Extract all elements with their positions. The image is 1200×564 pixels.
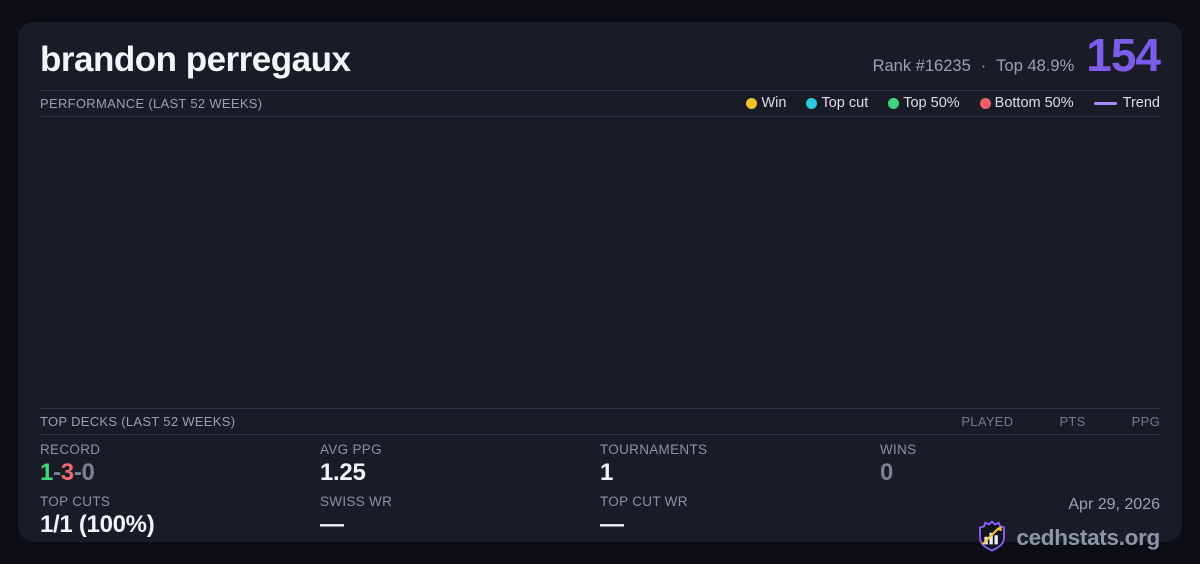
rank-summary: Rank #16235 · Top 48.9% 154 [873, 29, 1161, 81]
card-footer: Apr 29, 2026 cedhstats.org [880, 494, 1160, 559]
trend-line-icon [1093, 101, 1117, 105]
top-cut-dot-icon [806, 97, 818, 109]
stat-label: AVG PPG [320, 441, 382, 457]
legend-item-trend: Trend [1093, 95, 1160, 112]
top-50-dot-icon [888, 97, 900, 109]
column-header-ppg: PPG [1131, 413, 1160, 429]
rank-separator: · [980, 57, 987, 75]
win-dot-icon [746, 97, 758, 109]
stat-wins: WINS 0 [880, 442, 1160, 489]
top-decks-section-bar: TOP DECKS (LAST 52 WEEKS) PLAYED PTS PPG [40, 407, 1160, 435]
top-decks-section-title: TOP DECKS (LAST 52 WEEKS) [40, 413, 236, 429]
stat-label: WINS [880, 441, 917, 457]
stats-grid: RECORD 1-3-0 AVG PPG 1.25 TOURNAMENTS 1 … [40, 442, 1160, 559]
record-draws: 0 [81, 458, 95, 486]
legend-label: Win [761, 95, 787, 112]
top-cut-wr-value: — [600, 510, 624, 538]
rank-number: Rank #16235 [872, 57, 971, 75]
top-decks-column-headers: PLAYED PTS PPG [961, 414, 1160, 429]
card-header: brandon perregaux Rank #16235 · Top 48.9… [40, 29, 1161, 82]
record-wins: 1 [40, 458, 54, 486]
stat-label: TOP CUT WR [600, 493, 688, 509]
stat-label: SWISS WR [320, 493, 393, 509]
bottom-50-dot-icon [979, 97, 991, 109]
footer-date: Apr 29, 2026 [1068, 495, 1160, 513]
stat-label: RECORD [40, 441, 101, 457]
legend-label: Bottom 50% [994, 95, 1074, 112]
stat-top-cut-wr: TOP CUT WR — [600, 494, 880, 559]
performance-chart-area [40, 117, 1160, 408]
legend-label: Trend [1122, 95, 1160, 112]
player-score: 154 [1086, 29, 1161, 81]
performance-section-bar: PERFORMANCE (LAST 52 WEEKS) Win Top cut … [40, 89, 1160, 117]
stat-tournaments: TOURNAMENTS 1 [600, 442, 880, 489]
legend-item-bottom-50: Bottom 50% [979, 95, 1074, 112]
wins-value: 0 [880, 458, 894, 486]
record-losses: 3 [60, 458, 74, 486]
swiss-wr-value: — [320, 510, 344, 538]
top-cuts-value: 1/1 (100%) [40, 510, 155, 538]
stat-avg-ppg: AVG PPG 1.25 [320, 442, 600, 489]
top-percent: Top 48.9% [996, 57, 1075, 75]
chart-legend: Win Top cut Top 50% Bottom 50% Trend [746, 95, 1160, 111]
legend-item-win: Win [746, 95, 786, 111]
stat-record: RECORD 1-3-0 [40, 442, 320, 489]
player-stats-card: brandon perregaux Rank #16235 · Top 48.9… [18, 22, 1182, 552]
record-value: 1-3-0 [40, 458, 320, 486]
stat-label: TOURNAMENTS [600, 441, 708, 457]
legend-item-top-cut: Top cut [806, 95, 868, 111]
avg-ppg-value: 1.25 [320, 458, 366, 486]
tournaments-value: 1 [600, 458, 614, 486]
brand-text: cedhstats.org [1016, 525, 1160, 551]
legend-item-top-50: Top 50% [888, 95, 960, 112]
player-name: brandon perregaux [40, 40, 351, 79]
column-header-pts: PTS [1059, 413, 1086, 429]
legend-label: Top 50% [903, 95, 960, 112]
brand-link[interactable]: cedhstats.org [880, 518, 1160, 559]
legend-label: Top cut [821, 95, 869, 112]
stat-label: TOP CUTS [40, 493, 111, 509]
record-separator: - [53, 458, 61, 486]
cedhstats-shield-logo-icon [976, 518, 1008, 559]
performance-section-title: PERFORMANCE (LAST 52 WEEKS) [40, 95, 263, 111]
rank-text: Rank #16235 · Top 48.9% [873, 57, 1075, 76]
record-separator: - [73, 458, 82, 486]
stat-top-cuts: TOP CUTS 1/1 (100%) [40, 494, 320, 559]
column-header-played: PLAYED [961, 413, 1014, 429]
stat-swiss-wr: SWISS WR — [320, 494, 600, 559]
